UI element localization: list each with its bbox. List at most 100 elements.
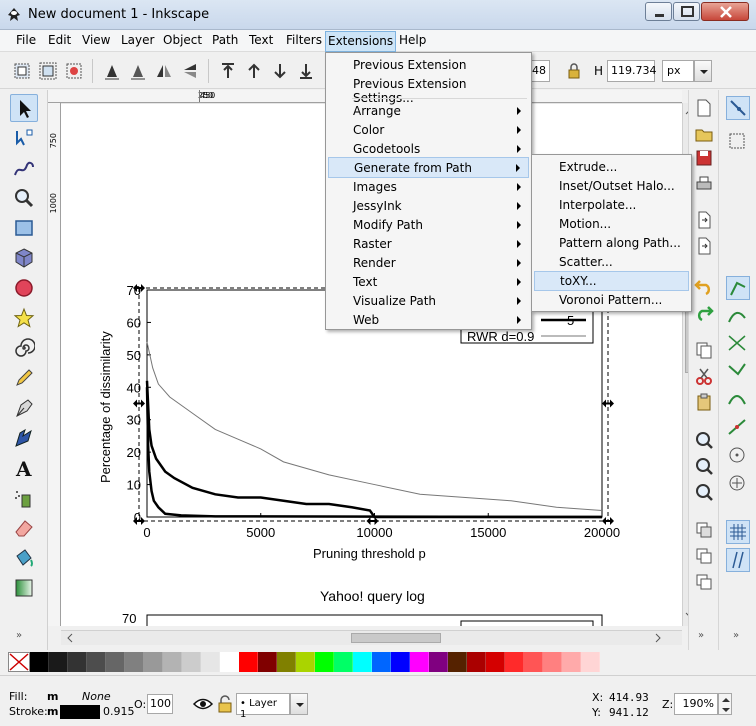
menu-path[interactable]: Path bbox=[212, 33, 239, 47]
color-swatch[interactable] bbox=[467, 652, 486, 672]
zoom-page-icon[interactable] bbox=[694, 482, 714, 502]
color-swatch[interactable] bbox=[182, 652, 201, 672]
paste-icon[interactable] bbox=[694, 392, 714, 412]
color-swatch[interactable] bbox=[30, 652, 49, 672]
color-swatch[interactable] bbox=[125, 652, 144, 672]
minimize-button[interactable] bbox=[645, 2, 672, 21]
snap-nodes-button[interactable] bbox=[726, 276, 750, 300]
rotate-cw-icon[interactable] bbox=[128, 61, 148, 81]
duplicate-icon[interactable] bbox=[694, 520, 714, 540]
snap-midpoints-button[interactable] bbox=[726, 416, 750, 440]
snap-smooth-button[interactable] bbox=[726, 388, 750, 412]
snap-toggle-button[interactable] bbox=[726, 96, 750, 120]
menu-item-previous-extension[interactable]: Previous Extension bbox=[328, 56, 529, 75]
lock-icon[interactable] bbox=[564, 61, 584, 81]
color-swatch[interactable] bbox=[353, 652, 372, 672]
current-layer-select[interactable]: • Layer 1 bbox=[236, 693, 290, 720]
selector-tool[interactable] bbox=[10, 94, 38, 122]
rectangle-tool[interactable] bbox=[10, 214, 38, 242]
menu-item-web[interactable]: Web bbox=[328, 311, 529, 330]
color-swatch[interactable] bbox=[163, 652, 182, 672]
color-swatch[interactable] bbox=[144, 652, 163, 672]
color-swatch[interactable] bbox=[239, 652, 258, 672]
print-icon[interactable] bbox=[694, 174, 714, 194]
clone-icon[interactable] bbox=[694, 546, 714, 566]
copy-icon[interactable] bbox=[694, 340, 714, 360]
color-swatch[interactable] bbox=[201, 652, 220, 672]
export-icon[interactable] bbox=[694, 236, 714, 256]
pen-tool[interactable] bbox=[10, 394, 38, 422]
menu-item-text[interactable]: Text bbox=[328, 273, 529, 292]
menu-item-raster[interactable]: Raster bbox=[328, 235, 529, 254]
color-swatch[interactable] bbox=[296, 652, 315, 672]
cut-icon[interactable] bbox=[694, 366, 714, 386]
menu-item-visualize-path[interactable]: Visualize Path bbox=[328, 292, 529, 311]
snap-cusp-button[interactable] bbox=[726, 360, 750, 384]
zoom-tool[interactable] bbox=[10, 184, 38, 212]
color-swatch[interactable] bbox=[543, 652, 562, 672]
menu-item-jessyink[interactable]: JessyInk bbox=[328, 197, 529, 216]
snap-paths-button[interactable] bbox=[726, 304, 750, 328]
color-swatch[interactable] bbox=[429, 652, 448, 672]
color-swatch[interactable] bbox=[410, 652, 429, 672]
menu-item-interpolate[interactable]: Interpolate... bbox=[534, 196, 689, 215]
eraser-tool[interactable] bbox=[10, 514, 38, 542]
eye-visibility-icon[interactable] bbox=[192, 694, 214, 714]
ellipse-tool[interactable] bbox=[10, 274, 38, 302]
commands-more-icon[interactable]: » bbox=[698, 630, 705, 641]
flip-horizontal-icon[interactable] bbox=[154, 61, 174, 81]
lower-to-bottom-icon[interactable] bbox=[296, 61, 316, 81]
horizontal-scroll-thumb[interactable] bbox=[351, 633, 441, 643]
color-swatch[interactable] bbox=[448, 652, 467, 672]
color-swatch[interactable] bbox=[524, 652, 543, 672]
node-tool[interactable] bbox=[10, 124, 38, 152]
deselect-icon[interactable] bbox=[64, 61, 84, 81]
menu-layer[interactable]: Layer bbox=[121, 33, 155, 47]
scroll-right-icon[interactable] bbox=[651, 631, 665, 645]
color-swatch[interactable] bbox=[391, 652, 410, 672]
unit-select[interactable]: px bbox=[662, 60, 694, 82]
layer-lock-icon[interactable] bbox=[216, 694, 234, 714]
menu-filters[interactable]: Filters bbox=[286, 33, 322, 47]
spiral-tool[interactable] bbox=[10, 334, 38, 362]
color-swatch[interactable] bbox=[562, 652, 581, 672]
redo-icon[interactable] bbox=[694, 302, 714, 322]
fill-none-text[interactable]: None bbox=[82, 690, 111, 703]
zoom-spinner[interactable] bbox=[718, 693, 732, 715]
stroke-color-swatch[interactable] bbox=[60, 705, 100, 719]
close-button[interactable] bbox=[701, 2, 749, 21]
color-swatch[interactable] bbox=[68, 652, 87, 672]
color-swatch[interactable] bbox=[220, 652, 239, 672]
unlink-clone-icon[interactable] bbox=[694, 572, 714, 592]
star-tool[interactable] bbox=[10, 304, 38, 332]
import-icon[interactable] bbox=[694, 210, 714, 230]
color-swatch[interactable] bbox=[277, 652, 296, 672]
undo-icon[interactable] bbox=[694, 276, 714, 296]
text-tool[interactable]: A bbox=[10, 454, 38, 482]
no-paint-swatch[interactable] bbox=[8, 652, 30, 672]
snap-rotation-center-button[interactable] bbox=[726, 472, 750, 496]
calligraphy-tool[interactable] bbox=[10, 424, 38, 452]
color-swatch[interactable] bbox=[49, 652, 68, 672]
maximize-button[interactable] bbox=[673, 2, 700, 21]
menu-file[interactable]: File bbox=[16, 33, 37, 47]
scroll-left-icon[interactable] bbox=[63, 631, 77, 645]
layer-dropdown-button[interactable] bbox=[290, 693, 308, 715]
menu-item-modify-path[interactable]: Modify Path bbox=[328, 216, 529, 235]
color-swatch[interactable] bbox=[486, 652, 505, 672]
menu-text[interactable]: Text bbox=[249, 33, 274, 47]
snap-guides-button[interactable] bbox=[726, 548, 750, 572]
gradient-tool[interactable] bbox=[10, 574, 38, 602]
unit-dropdown-button[interactable] bbox=[694, 60, 712, 82]
color-swatch[interactable] bbox=[315, 652, 334, 672]
pencil-tool[interactable] bbox=[10, 364, 38, 392]
color-swatch[interactable] bbox=[87, 652, 106, 672]
menu-item-images[interactable]: Images bbox=[328, 178, 529, 197]
zoom-input[interactable]: 190% bbox=[674, 693, 718, 715]
rotate-ccw-icon[interactable] bbox=[102, 61, 122, 81]
color-swatch[interactable] bbox=[258, 652, 277, 672]
open-folder-icon[interactable] bbox=[694, 124, 714, 144]
menu-edit[interactable]: Edit bbox=[48, 33, 72, 47]
vertical-ruler[interactable]: 750 1000 bbox=[48, 103, 61, 626]
color-swatch[interactable] bbox=[505, 652, 524, 672]
